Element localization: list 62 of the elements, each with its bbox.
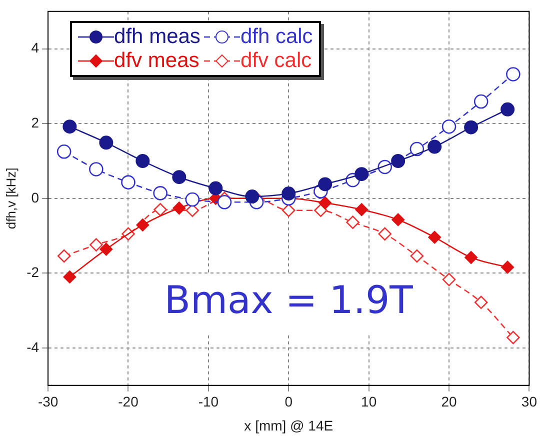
point [391,154,406,168]
point [282,204,296,218]
point [136,218,150,232]
point [57,249,71,263]
x-tick-label: -10 [198,394,219,410]
point [392,213,405,226]
point [100,242,113,256]
point [474,94,488,109]
point [56,144,72,159]
y-tick-label: 0 [31,189,40,206]
point [506,330,520,344]
point [63,270,76,284]
point [185,192,200,207]
point [410,142,424,156]
point [410,249,424,263]
point [282,186,296,201]
point [501,260,514,274]
point [89,162,104,176]
point [378,227,392,241]
x-tick-label: -30 [38,394,58,410]
y-tick-label: 4 [31,40,40,56]
x-tick-label: 0 [284,394,293,410]
point [474,296,488,310]
point [136,154,150,168]
point [464,250,478,264]
point [506,67,520,82]
legend-label: dfv meas [114,49,200,74]
x-axis-title: x [mm] @ 14E [244,417,334,434]
y-axis-title: dfh,v [kHz] [3,168,18,230]
point [318,177,332,192]
point [217,194,232,210]
point [62,120,77,134]
point [500,102,515,116]
point [314,204,328,218]
point [99,136,114,150]
point [172,170,186,184]
legend-label: dfh calc [240,25,313,50]
point [121,175,136,190]
point [464,120,478,134]
point [172,202,186,215]
annotation: Bmax = 1.9T [164,278,414,322]
point [208,181,223,196]
point [90,238,103,252]
point [346,216,360,229]
point [318,196,332,210]
point [442,119,456,134]
point [355,203,368,216]
legend-label: dfv calc [240,49,312,74]
point [153,186,168,200]
point [428,230,442,244]
x-tick-label: 30 [521,394,538,410]
y-tick-label: -4 [26,338,40,355]
point [428,140,442,154]
x-tick-label: -20 [118,394,139,410]
point [154,202,167,216]
y-tick-label: -2 [26,264,40,280]
legend-label: dfh meas [114,25,200,50]
y-tick-label: 2 [31,114,40,130]
point [442,272,456,286]
x-tick-label: 10 [361,394,377,410]
point [354,167,369,182]
x-tick-label: 20 [441,394,458,410]
